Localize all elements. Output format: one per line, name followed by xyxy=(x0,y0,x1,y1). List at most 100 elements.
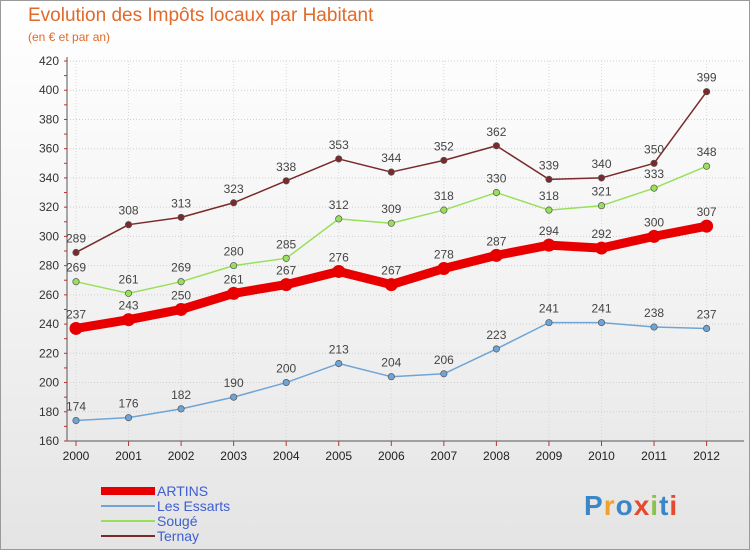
data-label: 269 xyxy=(171,261,191,275)
data-point xyxy=(440,156,448,164)
logo-letter: x xyxy=(633,490,651,521)
data-label: 182 xyxy=(171,388,191,402)
data-label: 174 xyxy=(66,400,86,414)
y-tick-label: 220 xyxy=(39,346,59,360)
data-label: 238 xyxy=(644,306,664,320)
data-point xyxy=(647,229,661,243)
y-tick-label: 420 xyxy=(39,54,59,68)
data-point xyxy=(703,88,711,96)
data-point xyxy=(177,213,185,221)
data-label: 399 xyxy=(697,71,717,85)
data-label: 287 xyxy=(486,234,506,248)
data-point xyxy=(492,142,500,150)
x-tick-label: 2002 xyxy=(168,449,195,463)
x-tick-label: 2004 xyxy=(273,449,300,463)
data-label: 204 xyxy=(381,356,401,370)
data-label: 300 xyxy=(644,215,664,229)
data-point xyxy=(545,319,553,327)
data-point xyxy=(335,215,343,223)
data-label: 352 xyxy=(434,139,454,153)
data-point xyxy=(72,416,80,425)
data-label: 309 xyxy=(381,202,401,216)
data-label: 289 xyxy=(66,231,86,245)
x-tick-label: 2009 xyxy=(536,449,563,463)
legend-swatch xyxy=(101,520,155,522)
data-label: 338 xyxy=(276,160,296,174)
logo-letter: i xyxy=(669,490,679,521)
x-tick-label: 2012 xyxy=(693,449,720,463)
data-point xyxy=(545,206,553,214)
data-point xyxy=(335,359,343,368)
y-tick-label: 240 xyxy=(39,317,59,331)
data-label: 353 xyxy=(329,138,349,152)
legend-label: Les Essarts xyxy=(157,498,231,514)
data-point xyxy=(177,405,185,413)
data-label: 313 xyxy=(171,196,191,210)
data-label: 323 xyxy=(224,182,244,196)
data-point xyxy=(597,202,606,210)
data-point xyxy=(489,248,503,262)
data-point xyxy=(440,370,448,378)
y-tick-label: 400 xyxy=(39,83,59,97)
y-tick-label: 280 xyxy=(39,259,59,273)
x-tick-label: 2000 xyxy=(63,449,90,463)
y-tick-label: 360 xyxy=(39,142,59,156)
proxiti-logo: Proxiti xyxy=(584,490,678,522)
y-tick-label: 340 xyxy=(39,171,59,185)
y-tick-label: 380 xyxy=(39,112,59,126)
data-label: 280 xyxy=(224,245,244,259)
y-tick-label: 180 xyxy=(39,405,59,419)
data-label: 243 xyxy=(119,299,139,313)
data-label: 292 xyxy=(591,227,611,241)
data-point xyxy=(384,278,398,292)
y-tick-label: 320 xyxy=(39,200,59,214)
data-point xyxy=(597,319,606,327)
data-label: 213 xyxy=(329,343,349,357)
x-tick-label: 2003 xyxy=(220,449,247,463)
y-tick-label: 200 xyxy=(39,376,59,390)
data-label: 350 xyxy=(644,142,664,156)
data-label: 308 xyxy=(119,204,139,218)
data-label: 261 xyxy=(119,272,139,286)
data-label: 267 xyxy=(381,264,401,278)
data-point xyxy=(335,155,343,163)
data-point xyxy=(700,219,714,233)
data-label: 318 xyxy=(434,189,454,203)
y-tick-label: 260 xyxy=(39,288,59,302)
data-label: 285 xyxy=(276,237,296,251)
data-point xyxy=(387,373,395,381)
data-label: 237 xyxy=(66,307,86,321)
x-tick-label: 2001 xyxy=(115,449,142,463)
data-point xyxy=(492,345,500,353)
x-tick-label: 2010 xyxy=(588,449,615,463)
data-label: 269 xyxy=(66,261,86,275)
data-point xyxy=(387,168,395,176)
data-point xyxy=(650,184,658,192)
legend-label: Ternay xyxy=(157,528,200,544)
data-point xyxy=(230,393,238,401)
logo-letter: t xyxy=(659,490,670,521)
data-point xyxy=(227,286,241,300)
data-label: 176 xyxy=(119,397,139,411)
data-point xyxy=(545,175,553,183)
x-tick-label: 2008 xyxy=(483,449,510,463)
data-point xyxy=(542,238,556,252)
data-label: 312 xyxy=(329,198,349,212)
data-point xyxy=(387,219,395,227)
data-label: 339 xyxy=(539,158,559,172)
y-tick-label: 300 xyxy=(39,229,59,243)
x-tick-label: 2005 xyxy=(325,449,352,463)
data-point xyxy=(650,159,658,167)
data-point xyxy=(230,262,238,270)
data-point xyxy=(440,206,448,214)
legend-item: Sougé xyxy=(101,513,361,529)
data-point xyxy=(437,262,451,276)
x-tick-label: 2011 xyxy=(641,449,667,463)
data-label: 200 xyxy=(276,362,296,376)
data-point xyxy=(125,414,133,422)
legend-item: Ternay xyxy=(101,528,361,544)
data-point xyxy=(125,221,133,229)
y-tick-label: 160 xyxy=(39,434,59,448)
data-point xyxy=(492,188,500,197)
